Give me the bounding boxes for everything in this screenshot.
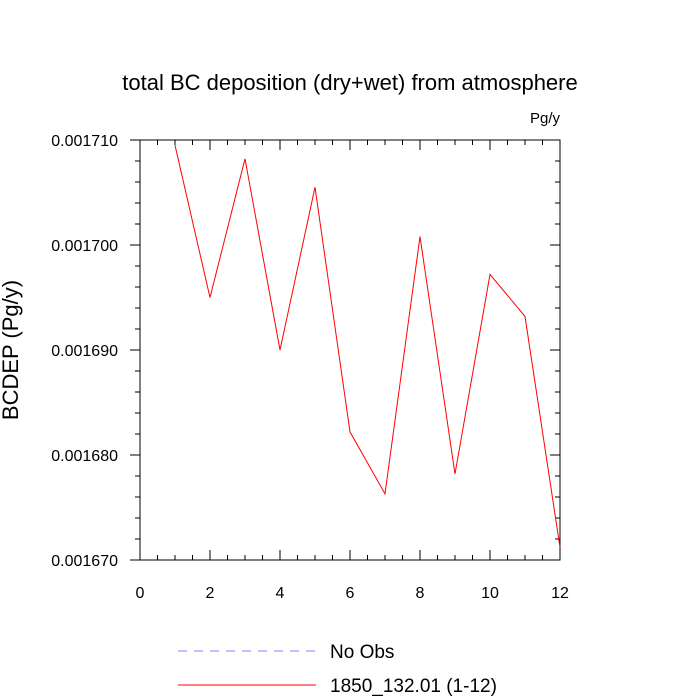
y-tick-label: 0.001680 [51,448,118,465]
units-label: Pg/y [530,110,561,127]
x-tick-label: 12 [551,585,569,602]
y-tick-label: 0.001670 [51,553,118,570]
series-line [174,145,561,548]
legend-label: 1850_132.01 (1-12) [330,676,497,697]
x-tick-label: 10 [481,585,499,602]
x-tick-label: 6 [346,585,355,602]
y-axis-label: BCDEP (Pg/y) [0,280,23,420]
legend-label: No Obs [330,642,394,663]
plot-frame [139,139,561,561]
y-tick-label: 0.001700 [51,238,118,255]
legend: No Obs 1850_132.01 (1-12) [178,642,497,697]
x-tick-label: 2 [206,585,215,602]
x-tick-label: 4 [276,585,285,602]
y-tick-label: 0.001690 [51,343,118,360]
y-tick-label: 0.001710 [51,133,118,150]
chart-title: total BC deposition (dry+wet) from atmos… [122,70,577,95]
x-tick-label: 8 [416,585,425,602]
axis-ticks: 0 2 4 6 8 10 12 0.001710 0.001700 0.001690 0.00168… [51,133,569,602]
x-tick-label: 0 [136,585,145,602]
series-lines [174,145,561,548]
